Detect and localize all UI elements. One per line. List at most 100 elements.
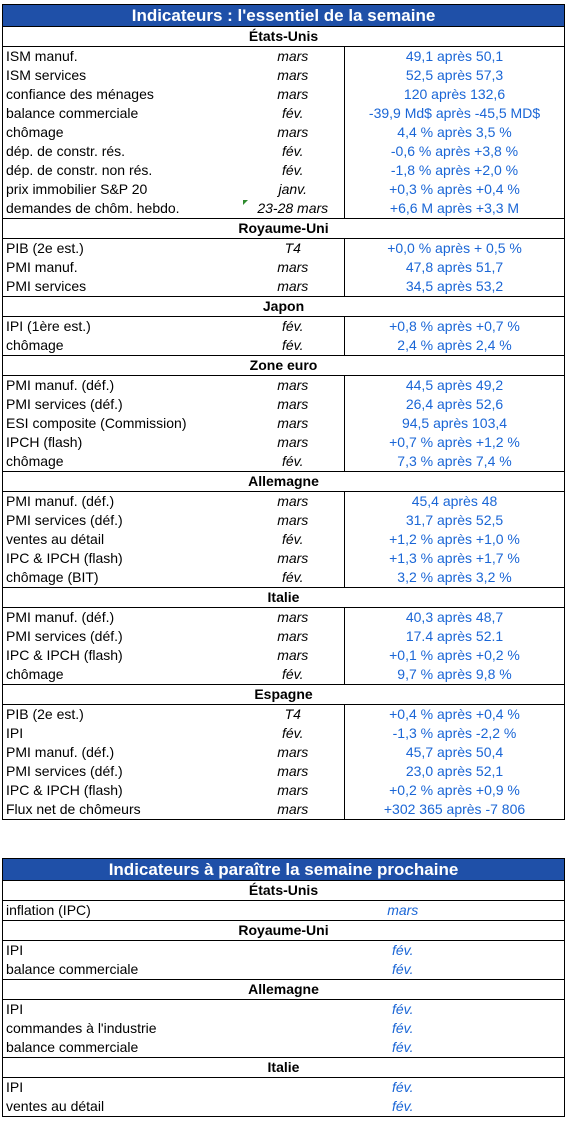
indicator-period: fév.	[242, 530, 345, 549]
indicator-label: PMI manuf. (déf.)	[2, 375, 242, 395]
comment-marker-icon	[242, 200, 248, 205]
upcoming-label: IPI	[2, 1077, 242, 1097]
indicator-value: +0,3 % après +0,4 %	[343, 180, 566, 199]
indicator-period-text: fév.	[281, 725, 304, 741]
upcoming-row: inflation (IPC) mars	[2, 900, 565, 921]
indicator-value: +0,2 % après +0,9 %	[343, 781, 566, 800]
upcoming-row: balance commerciale fév.	[2, 1038, 565, 1058]
upcoming-period: fév.	[241, 940, 565, 960]
indicator-period: fév.	[242, 142, 345, 161]
indicator-label: IPCH (flash)	[2, 433, 242, 452]
indicator-period-text: mars	[277, 782, 309, 798]
indicator-value: +302 365 après -7 806	[343, 800, 566, 820]
indicator-label: PIB (2e est.)	[2, 704, 242, 724]
upcoming-row: balance commerciale fév.	[2, 960, 565, 980]
indicator-row: PIB (2e est.) T4 +0,0 % après + 0,5 %	[2, 238, 566, 258]
indicator-value: 4,4 % après 3,5 %	[343, 123, 566, 142]
indicator-period-text: mars	[277, 48, 309, 64]
indicator-label: chômage (BIT)	[2, 568, 242, 588]
indicator-period-text: 23-28 mars	[257, 200, 329, 216]
indicator-period: mars	[242, 85, 345, 104]
indicator-label: PMI manuf. (déf.)	[2, 607, 242, 627]
indicator-row: PMI manuf. (déf.) mars 45,7 après 50,4	[2, 743, 566, 762]
upcoming-label: balance commerciale	[2, 960, 242, 980]
indicator-value: 17.4 après 52.1	[343, 627, 566, 646]
indicator-period-text: mars	[277, 801, 309, 817]
indicator-label: PMI services (déf.)	[2, 762, 242, 781]
upcoming-label: IPI	[2, 999, 242, 1019]
indicator-value: 94,5 après 103,4	[343, 414, 566, 433]
indicator-period-text: mars	[277, 415, 309, 431]
country-name: États-Unis	[1, 26, 566, 47]
indicator-period: fév.	[242, 724, 345, 743]
indicator-value: +6,6 M après +3,3 M	[343, 199, 566, 219]
indicator-period-text: fév.	[281, 569, 304, 585]
indicator-row: ISM manuf. mars 49,1 après 50,1	[2, 46, 566, 66]
indicator-period: mars	[242, 433, 345, 452]
indicator-label: PMI manuf. (déf.)	[2, 491, 242, 511]
indicator-row: IPC & IPCH (flash) mars +0,2 % après +0,9 …	[2, 781, 566, 800]
indicator-period-text: fév.	[281, 143, 304, 159]
indicator-row: IPCH (flash) mars +0,7 % après +1,2 %	[2, 433, 566, 452]
indicator-row: PMI services mars 34,5 après 53,2	[2, 277, 566, 297]
indicator-period: mars	[242, 277, 345, 297]
indicator-value: 40,3 après 48,7	[343, 607, 566, 627]
next-title: Indicateurs à paraître la semaine procha…	[2, 858, 565, 881]
indicator-row: chômage fév. 2,4 % après 2,4 %	[2, 336, 566, 356]
indicator-label: Flux net de chômeurs	[2, 800, 242, 820]
indicator-period: mars	[242, 258, 345, 277]
indicator-period: mars	[242, 627, 345, 646]
indicator-period: mars	[242, 762, 345, 781]
indicator-period: fév.	[242, 317, 345, 337]
indicator-row: IPI (1ère est.) fév. +0,8 % après +0,7 %	[2, 316, 566, 337]
indicator-value: -1,3 % après -2,2 %	[343, 724, 566, 743]
indicator-label: chômage	[2, 452, 242, 472]
indicator-row: PMI services (déf.) mars 23,0 après 52,1	[2, 762, 566, 781]
indicator-label: PMI services (déf.)	[2, 511, 242, 530]
indicator-period-text: mars	[277, 259, 309, 275]
indicator-row: IPC & IPCH (flash) mars +1,3 % après +1,7 …	[2, 549, 566, 568]
country-header-row: Royaume-Uni	[2, 920, 565, 941]
indicator-period: mars	[242, 511, 345, 530]
country-name: Royaume-Uni	[1, 218, 566, 239]
indicator-label: PMI services	[2, 277, 242, 297]
indicator-row: prix immobilier S&P 20 janv. +0,3 % après …	[2, 180, 566, 199]
indicator-label: IPI	[2, 724, 242, 743]
upcoming-label: IPI	[2, 940, 242, 960]
indicator-period-text: mars	[277, 377, 309, 393]
upcoming-row: IPI fév.	[2, 999, 565, 1019]
upcoming-label: inflation (IPC)	[2, 900, 242, 921]
indicator-row: chômage fév. 7,3 % après 7,4 %	[2, 452, 566, 472]
upcoming-period: fév.	[241, 1038, 565, 1058]
indicator-value: 23,0 après 52,1	[343, 762, 566, 781]
country-name: Japon	[1, 296, 566, 317]
indicator-label: PMI services (déf.)	[2, 395, 242, 414]
country-name: Italie	[2, 1057, 565, 1078]
indicator-period-text: janv.	[278, 181, 308, 197]
indicator-value: 45,7 après 50,4	[343, 743, 566, 762]
indicator-label: PMI services (déf.)	[2, 627, 242, 646]
country-name: Espagne	[1, 684, 566, 705]
indicator-value: 34,5 après 53,2	[343, 277, 566, 297]
indicator-period: mars	[242, 743, 345, 762]
indicator-value: 3,2 % après 3,2 %	[343, 568, 566, 588]
indicator-period: fév.	[242, 336, 345, 356]
indicator-period: fév.	[242, 665, 345, 685]
country-header-row: États-Unis	[1, 26, 566, 47]
indicator-row: chômage mars 4,4 % après 3,5 %	[2, 123, 566, 142]
indicator-row: confiance des ménages mars 120 après 132,6	[2, 85, 566, 104]
indicator-period-text: mars	[277, 86, 309, 102]
indicator-value: 26,4 après 52,6	[343, 395, 566, 414]
indicator-period-text: fév.	[281, 666, 304, 682]
country-name: États-Unis	[2, 880, 565, 901]
country-header-row: États-Unis	[2, 880, 565, 901]
indicator-period: fév.	[242, 161, 345, 180]
indicator-row: Flux net de chômeurs mars +302 365 après -…	[2, 800, 566, 820]
indicator-period-text: mars	[277, 647, 309, 663]
indicator-row: ventes au détail fév. +1,2 % après +1,0 %	[2, 530, 566, 549]
indicator-row: ISM services mars 52,5 après 57,3	[2, 66, 566, 85]
indicator-period-text: mars	[277, 434, 309, 450]
indicator-label: IPC & IPCH (flash)	[2, 549, 242, 568]
indicator-period: fév.	[242, 568, 345, 588]
indicator-value: 52,5 après 57,3	[343, 66, 566, 85]
